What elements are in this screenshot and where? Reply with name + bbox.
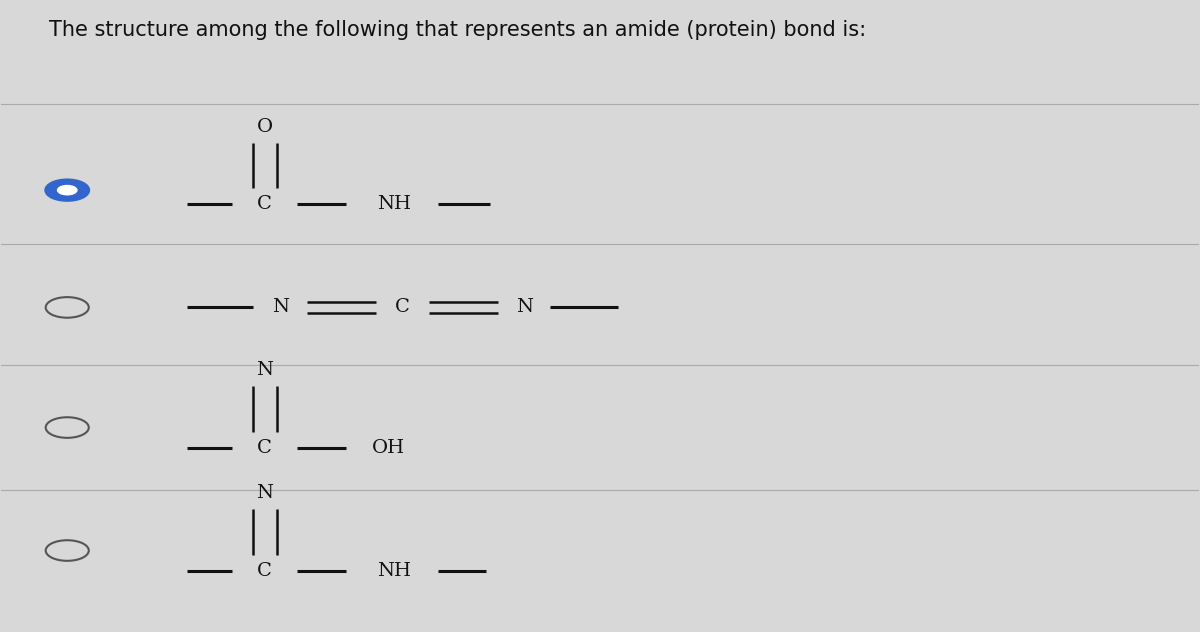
Text: The structure among the following that represents an amide (protein) bond is:: The structure among the following that r… [49, 20, 866, 40]
Text: C: C [257, 195, 272, 214]
Text: NH: NH [377, 562, 412, 580]
Text: C: C [257, 562, 272, 580]
Text: N: N [257, 362, 274, 379]
Circle shape [46, 180, 89, 200]
Text: O: O [257, 118, 272, 137]
Text: N: N [272, 298, 289, 317]
Text: OH: OH [372, 439, 404, 456]
Text: C: C [257, 439, 272, 456]
Text: N: N [516, 298, 533, 317]
Text: C: C [395, 298, 410, 317]
Text: N: N [257, 484, 274, 502]
Circle shape [58, 186, 77, 195]
Text: NH: NH [377, 195, 412, 214]
